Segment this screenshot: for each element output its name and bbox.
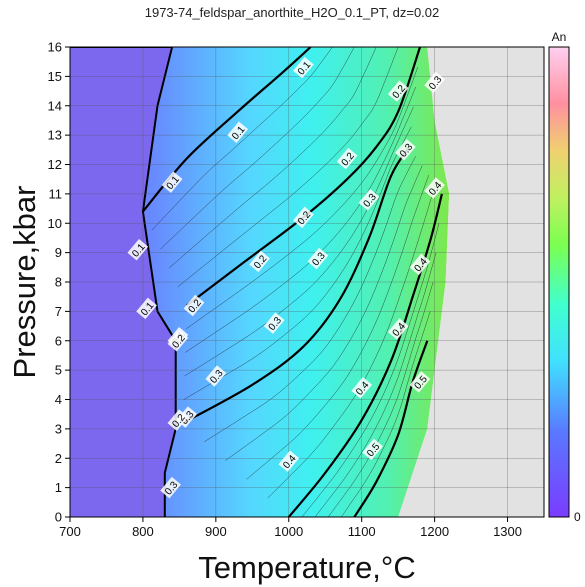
plot-area: 0.10.10.10.10.10.20.20.20.20.20.30.30.30…: [70, 47, 544, 517]
contour-label-bg: [127, 238, 149, 261]
y-tick-label: 13: [48, 128, 62, 143]
x-axis-label: Temperature,°C: [198, 550, 415, 585]
y-tick-label: 9: [55, 245, 62, 260]
y-tick-label: 12: [48, 157, 62, 172]
contour-label-bg: [387, 80, 409, 102]
contour-0.3: [182, 146, 411, 424]
thin-contour: [341, 311, 431, 517]
contour-label-bg: [387, 318, 409, 340]
contour-label-bg: [409, 371, 431, 393]
x-axis-ticks: 700 800 900 1000 1100 1200 1300: [59, 517, 522, 539]
x-tick-label: 800: [132, 524, 154, 539]
y-tick-label: 4: [55, 392, 62, 407]
colorbar-label: An: [552, 30, 567, 44]
contour-label-bg: [161, 171, 183, 193]
y-tick-label: 15: [48, 69, 62, 84]
contour-label-bg: [336, 147, 358, 170]
contour-label-bg: [167, 409, 189, 431]
x-tick-label: 900: [205, 524, 227, 539]
x-tick-label: 1200: [420, 524, 449, 539]
thin-contour: [151, 47, 333, 231]
y-tick-label: 10: [48, 216, 62, 231]
grid-lines: [70, 47, 544, 517]
contour-label-bg: [160, 476, 181, 499]
contour-0.5: [353, 340, 429, 517]
contour-label-bg: [424, 71, 445, 94]
contour-label-bg: [263, 312, 285, 334]
contour-label-bg: [136, 297, 157, 320]
contour-labels: 0.10.10.10.10.10.20.20.20.20.20.30.30.30…: [127, 56, 445, 499]
contour-label-bg: [362, 438, 383, 461]
thin-contour: [185, 86, 416, 353]
y-tick-label: 14: [48, 98, 62, 113]
chart-title: 1973-74_feldspar_anorthite_H2O_0.1_PT, d…: [145, 5, 440, 20]
colorbar-gradient: [548, 46, 570, 518]
contour-0.2: [186, 47, 422, 307]
thin-contour: [160, 47, 355, 250]
thin-contour: [301, 223, 440, 517]
contour-label-bg: [409, 253, 431, 276]
contour-label-bg: [351, 377, 373, 399]
contour-label-bg: [293, 206, 314, 229]
y-tick-label: 11: [49, 186, 63, 201]
x-tick-label: 1300: [493, 524, 522, 539]
y-tick-label: 7: [55, 304, 62, 319]
thin-contour: [314, 252, 437, 517]
contour-label-bg: [358, 189, 380, 211]
thin-contour: [183, 126, 412, 400]
contour-label-bg: [293, 56, 314, 79]
contour-lines: [142, 47, 443, 517]
y-tick-label: 8: [55, 275, 62, 290]
x-tick-label: 1000: [274, 524, 303, 539]
contour-label-bg: [167, 330, 189, 352]
y-tick-label: 0: [55, 510, 62, 525]
thin-contour: [327, 281, 434, 517]
contour-label-bg: [307, 247, 329, 270]
contour-label-bg: [249, 250, 270, 273]
thin-contour-lines: [151, 47, 440, 517]
y-tick-label: 2: [55, 451, 62, 466]
contour-label-bg: [205, 365, 227, 387]
thin-contour: [184, 106, 414, 377]
contour-label-bg: [183, 294, 205, 317]
thin-contour: [267, 184, 436, 499]
thin-contour: [185, 66, 419, 330]
colorbar: An 0: [548, 30, 581, 524]
thin-contour: [169, 47, 377, 269]
y-axis-label: Pressure,kbar: [7, 186, 42, 379]
y-tick-label: 3: [55, 421, 62, 436]
thin-contour: [246, 175, 430, 480]
contour-label-bg: [227, 121, 249, 143]
thin-contour: [225, 165, 423, 461]
contour-label-bg: [395, 139, 416, 161]
thin-contour: [177, 47, 399, 287]
y-tick-label: 1: [55, 480, 62, 495]
y-tick-label: 6: [55, 333, 62, 348]
y-tick-label: 5: [55, 363, 62, 378]
y-tick-label: 16: [48, 40, 62, 55]
x-tick-label: 1100: [348, 524, 376, 539]
contour-0.4: [287, 193, 443, 517]
colorbar-min-label: 0: [574, 510, 581, 524]
contour-label-bg: [278, 450, 300, 472]
thin-contour: [204, 156, 416, 443]
x-tick-label: 700: [59, 524, 81, 539]
contour-label-bg: [424, 177, 445, 199]
